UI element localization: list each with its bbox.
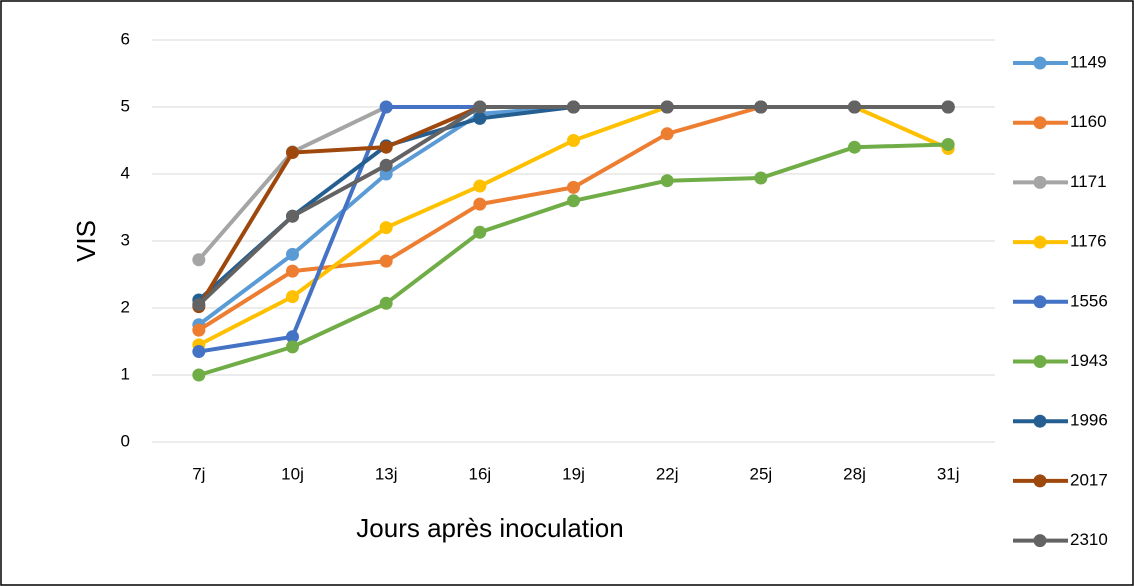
data-point xyxy=(567,180,580,194)
y-tick-label: 0 xyxy=(121,431,130,450)
data-point xyxy=(754,100,768,114)
legend-label: 1171 xyxy=(1070,172,1107,191)
y-tick-label: 5 xyxy=(121,96,130,115)
x-tick-label: 19j xyxy=(562,464,585,483)
data-point xyxy=(567,134,580,147)
y-tick-label: 4 xyxy=(121,163,130,182)
x-tick-label: 31j xyxy=(937,464,960,483)
x-tick-label: 25j xyxy=(749,464,772,483)
legend-label: 1556 xyxy=(1070,291,1108,310)
data-point xyxy=(286,330,299,344)
data-point xyxy=(286,209,299,223)
legend-marker xyxy=(1033,295,1047,309)
legend-label: 2017 xyxy=(1070,470,1108,489)
x-tick-label: 22j xyxy=(656,464,679,483)
data-point xyxy=(286,290,299,304)
x-tick-label: 7j xyxy=(192,464,205,483)
x-tick-label: 16j xyxy=(468,464,491,483)
data-point xyxy=(660,100,674,114)
legend-label: 1943 xyxy=(1070,351,1108,370)
x-tick-label: 10j xyxy=(281,464,304,483)
x-tick-label: 28j xyxy=(843,464,866,483)
data-point xyxy=(848,100,861,114)
data-point xyxy=(473,179,487,193)
legend-marker xyxy=(1033,414,1047,428)
legend-label: 1176 xyxy=(1070,232,1107,251)
data-point xyxy=(192,368,206,382)
data-point xyxy=(379,296,393,310)
legend-label: 1160 xyxy=(1070,112,1107,131)
y-tick-label: 3 xyxy=(121,230,130,249)
data-point xyxy=(286,264,299,278)
data-point xyxy=(941,138,955,152)
legend-label: 1996 xyxy=(1070,411,1108,430)
legend-label: 2310 xyxy=(1070,530,1108,549)
data-point xyxy=(379,254,393,268)
data-point xyxy=(379,140,393,154)
legend-marker xyxy=(1033,56,1047,70)
legend-marker xyxy=(1033,116,1047,130)
data-point xyxy=(286,247,299,261)
data-point xyxy=(473,100,487,114)
x-axis-title: Jours après inoculation xyxy=(356,513,623,543)
data-point xyxy=(473,111,487,125)
data-point xyxy=(192,345,206,359)
legend-marker xyxy=(1033,175,1047,189)
y-tick-label: 6 xyxy=(121,29,130,48)
legend-marker xyxy=(1033,534,1047,548)
data-point xyxy=(286,146,299,160)
data-point xyxy=(473,225,487,239)
data-point xyxy=(379,221,393,235)
legend-label: 1149 xyxy=(1070,52,1107,71)
legend-marker xyxy=(1033,235,1047,249)
data-point xyxy=(286,340,299,354)
data-point xyxy=(660,174,674,188)
data-point xyxy=(660,127,674,141)
data-point xyxy=(567,194,580,208)
legend-marker xyxy=(1033,474,1047,488)
y-tick-label: 1 xyxy=(121,364,130,383)
data-point xyxy=(567,100,580,114)
data-point xyxy=(192,323,206,337)
x-tick-label: 13j xyxy=(375,464,398,483)
y-axis-title: VIS xyxy=(71,220,101,262)
data-point xyxy=(192,298,206,312)
data-point xyxy=(473,197,487,211)
data-point xyxy=(848,140,861,154)
y-tick-label: 2 xyxy=(121,297,130,316)
data-point xyxy=(192,253,206,267)
data-point xyxy=(941,100,955,114)
legend-marker xyxy=(1033,355,1047,368)
data-point xyxy=(754,171,768,185)
data-point xyxy=(379,100,393,114)
data-point xyxy=(379,158,393,172)
